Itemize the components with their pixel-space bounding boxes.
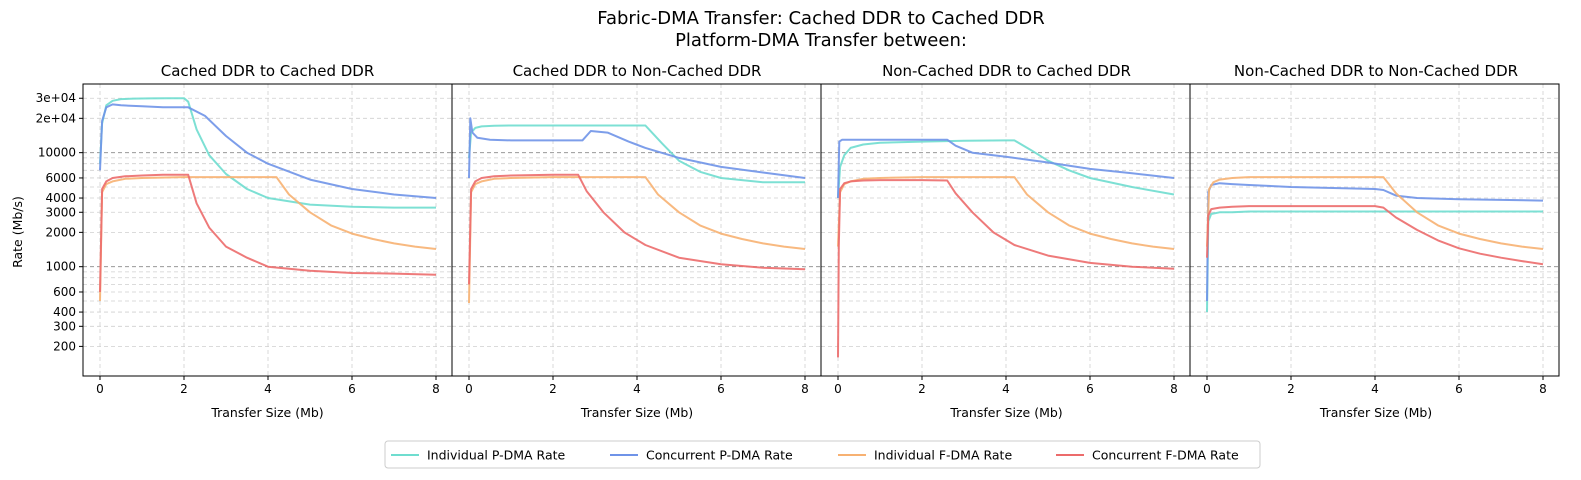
x-tick-label: 2: [180, 382, 188, 396]
legend-frame: [384, 440, 1261, 469]
y-axis-label: Rate (Mb/s): [10, 196, 25, 268]
series-line-concurrent-p-dma-rate: [837, 138, 1175, 199]
panel-3: Non-Cached DDR to Cached DDR 0 2 4 6 8 Trans…: [820, 62, 1191, 420]
panel-3-title: Non-Cached DDR to Cached DDR: [882, 62, 1131, 80]
y-tick-label: 1000: [45, 260, 76, 274]
x-tick-label: 8: [801, 382, 809, 396]
series-line-concurrent-f-dma-rate: [468, 173, 806, 285]
series-line-individual-p-dma-rate: [1206, 210, 1543, 313]
x-tick-label: 6: [717, 382, 725, 396]
panel-1-title: Cached DDR to Cached DDR: [161, 62, 375, 80]
x-tick-label: 6: [348, 382, 356, 396]
panel-2: Cached DDR to Non-Cached DDR 0 2 4 6 8 Trans…: [451, 62, 822, 420]
panel-3-plot: 0 2 4 6 8: [820, 83, 1191, 396]
panel-3-xlabel: Transfer Size (Mb): [949, 405, 1062, 420]
series-line-individual-f-dma-rate: [1206, 176, 1544, 250]
y-tick-label: 300: [53, 319, 76, 333]
y-tick-label: 4000: [45, 191, 76, 205]
y-tick-label: 6000: [45, 171, 76, 185]
axes-frame: [82, 83, 453, 377]
series-line-individual-f-dma-rate: [468, 176, 806, 304]
series-line-concurrent-p-dma-rate: [99, 103, 437, 199]
y-tick-label: 2e+04: [36, 111, 76, 125]
figure-title-line-2: Platform-DMA Transfer between:: [675, 30, 967, 51]
axes-frame: [451, 83, 822, 377]
y-tick-label: 3000: [45, 205, 76, 219]
panel-2-plot: 0 2 4 6 8: [451, 83, 822, 396]
x-tick-label: 8: [1539, 382, 1547, 396]
series-line-individual-p-dma-rate: [468, 124, 805, 184]
axes-frame: [820, 83, 1191, 377]
y-tick-label: 200: [53, 339, 76, 353]
y-tick-label: 600: [53, 285, 76, 299]
x-tick-label: 4: [633, 382, 641, 396]
legend-label-individual-fdma: Individual F-DMA Rate: [874, 448, 1012, 463]
x-tick-label: 2: [918, 382, 926, 396]
series-line-concurrent-p-dma-rate: [1206, 182, 1544, 302]
series-line-concurrent-f-dma-rate: [837, 179, 1175, 358]
figure-title-line-1: Fabric-DMA Transfer: Cached DDR to Cache…: [597, 8, 1044, 29]
panel-4-plot: 0 2 4 6 8: [1189, 83, 1560, 396]
x-tick-label: 6: [1455, 382, 1463, 396]
y-tick-label: 10000: [38, 146, 76, 160]
y-tick-label: 3e+04: [36, 91, 76, 105]
x-tick-label: 2: [549, 382, 557, 396]
panel-1-xlabel: Transfer Size (Mb): [210, 405, 323, 420]
x-tick-label: 0: [1203, 382, 1211, 396]
series-line-concurrent-p-dma-rate: [468, 117, 806, 179]
panel-4-title: Non-Cached DDR to Non-Cached DDR: [1234, 62, 1518, 80]
legend-label-concurrent-pdma: Concurrent P-DMA Rate: [646, 448, 793, 463]
panel-4: Non-Cached DDR to Non-Cached DDR 0 2 4 6 8 T…: [1189, 62, 1560, 420]
panel-4-xlabel: Transfer Size (Mb): [1319, 405, 1432, 420]
legend: Individual P-DMA Rate Concurrent P-DMA R…: [384, 440, 1261, 469]
x-tick-label: 8: [1170, 382, 1178, 396]
series-line-individual-p-dma-rate: [99, 97, 436, 209]
x-tick-label: 0: [465, 382, 473, 396]
series-line-individual-f-dma-rate: [99, 176, 437, 302]
series-line-concurrent-f-dma-rate: [1206, 205, 1544, 266]
panel-2-xlabel: Transfer Size (Mb): [580, 405, 693, 420]
x-tick-label: 0: [96, 382, 104, 396]
legend-label-concurrent-fdma: Concurrent F-DMA Rate: [1092, 448, 1239, 463]
x-tick-label: 6: [1086, 382, 1094, 396]
x-tick-label: 0: [834, 382, 842, 396]
series-line-concurrent-f-dma-rate: [99, 173, 437, 293]
x-tick-label: 4: [264, 382, 272, 396]
x-tick-label: 8: [432, 382, 440, 396]
x-tick-label: 2: [1287, 382, 1295, 396]
legend-label-individual-pdma: Individual P-DMA Rate: [427, 448, 566, 463]
axes-frame: [1189, 83, 1560, 377]
x-tick-label: 4: [1002, 382, 1010, 396]
y-tick-label: 2000: [45, 225, 76, 239]
x-tick-label: 4: [1371, 382, 1379, 396]
panel-2-title: Cached DDR to Non-Cached DDR: [513, 62, 762, 80]
y-tick-label: 400: [53, 305, 76, 319]
series-line-individual-p-dma-rate: [837, 139, 1175, 199]
